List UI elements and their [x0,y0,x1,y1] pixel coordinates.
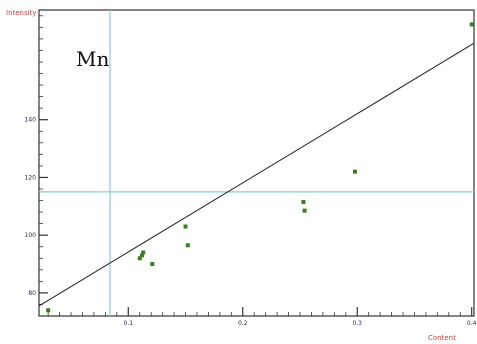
data-point [469,22,474,27]
fit-line [38,42,475,307]
data-point [301,199,306,204]
element-label: Mn [76,47,109,71]
x-tick-label: 0.2 [238,320,248,327]
y-axis-title: Intensity [6,9,36,17]
fit-line-group [38,42,475,307]
plot-area [38,9,475,317]
y-tick-label: 100 [25,232,37,239]
data-point [352,169,357,174]
data-point [150,262,155,267]
x-tick-label: 0.1 [124,320,134,327]
x-tick-label: 0.4 [467,320,477,327]
data-point [185,243,190,248]
data-points [46,22,474,313]
x-tick-label: 0.3 [352,320,362,327]
axis-ticks [39,15,473,317]
data-point [46,308,51,313]
y-tick-label: 80 [28,290,36,297]
data-point [302,208,307,213]
data-point [140,253,145,258]
data-point [137,256,142,261]
crosshair [39,10,474,316]
x-axis-title: Content [428,334,456,342]
tick-labels: 0.1 0.2 0.3 0.4 80 100 120 140 [25,117,477,327]
y-tick-label: 120 [25,174,37,181]
y-tick-label: 140 [25,117,37,124]
data-point [183,224,188,229]
data-point [141,250,146,255]
